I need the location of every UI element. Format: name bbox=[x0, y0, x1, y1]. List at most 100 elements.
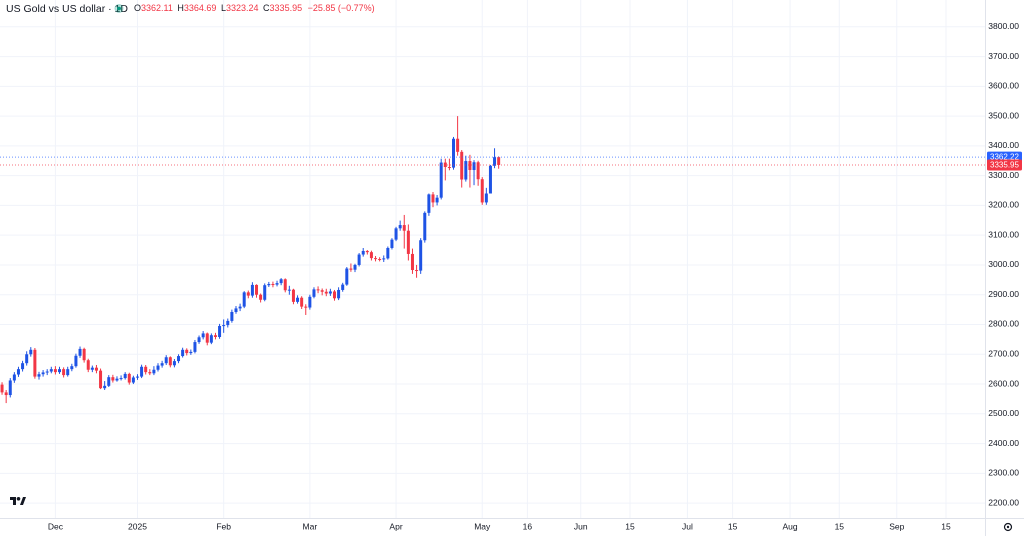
x-tick-label: Sep bbox=[889, 521, 904, 531]
candle-body bbox=[410, 253, 414, 271]
candle-body bbox=[279, 279, 283, 284]
candle-body bbox=[193, 342, 197, 352]
candle-body bbox=[300, 297, 304, 307]
candle-body bbox=[250, 284, 254, 296]
symbol-title[interactable]: US Gold vs US dollar · 1D bbox=[6, 3, 128, 15]
y-tick-label: 2600.00 bbox=[988, 378, 1019, 388]
candle-body bbox=[456, 138, 460, 152]
price-tag bbox=[987, 159, 1022, 171]
x-tick-label: Jun bbox=[574, 521, 588, 531]
candle-body bbox=[103, 385, 107, 389]
y-tick-label: 3500.00 bbox=[988, 110, 1019, 120]
candle-body bbox=[390, 239, 394, 248]
candle-body bbox=[341, 284, 345, 290]
candle-body bbox=[144, 366, 148, 373]
candle-body bbox=[447, 167, 451, 169]
candle-body bbox=[439, 162, 443, 198]
candle-body bbox=[111, 377, 115, 381]
settings-icon[interactable] bbox=[1003, 522, 1013, 532]
candle-body bbox=[316, 289, 320, 291]
candle-body bbox=[66, 369, 70, 376]
x-tick-label: Apr bbox=[389, 521, 402, 531]
candle-body bbox=[21, 363, 25, 370]
candle-body bbox=[209, 335, 213, 343]
candle-body bbox=[62, 369, 66, 376]
y-tick-label: 2200.00 bbox=[988, 497, 1019, 507]
candle-body bbox=[0, 384, 4, 393]
candle-body bbox=[205, 333, 209, 343]
legend-key: C bbox=[263, 3, 270, 13]
candle-body bbox=[131, 377, 135, 383]
candle-body bbox=[493, 157, 497, 166]
candle-body bbox=[332, 291, 336, 299]
candle-body bbox=[238, 306, 242, 309]
market-status-dot bbox=[117, 6, 121, 11]
candle-body bbox=[53, 369, 57, 373]
candle-body bbox=[29, 349, 33, 355]
y-tick-label: 2700.00 bbox=[988, 349, 1019, 359]
candle-body bbox=[472, 162, 476, 170]
legend-change: −25.85 (−0.77%) bbox=[308, 3, 375, 13]
candle-body bbox=[123, 373, 127, 379]
candle-body bbox=[90, 367, 94, 370]
candle-body bbox=[452, 138, 456, 168]
candle-body bbox=[222, 325, 226, 327]
candle-body bbox=[201, 333, 205, 338]
candle-body bbox=[185, 349, 189, 354]
gear-center bbox=[1006, 525, 1010, 529]
candle-body bbox=[468, 161, 472, 170]
candle-body bbox=[255, 284, 259, 295]
candle-body bbox=[480, 179, 484, 203]
candle-body bbox=[41, 372, 45, 375]
candle-body bbox=[476, 162, 480, 180]
logo-part bbox=[16, 497, 21, 501]
candle-body bbox=[415, 270, 419, 272]
legend-value: 3364.69 bbox=[184, 3, 217, 13]
axes: 2200.00 2300.00 2400.00 2500.00 2600.00 2700.… bbox=[48, 21, 1022, 531]
candle-body bbox=[275, 283, 279, 285]
grid bbox=[0, 0, 985, 518]
legend-value: 3362.11 bbox=[141, 3, 173, 13]
x-tick-label: 15 bbox=[728, 521, 738, 531]
x-tick-label: Jul bbox=[682, 521, 693, 531]
candle-body bbox=[115, 378, 119, 381]
tradingview-logo[interactable] bbox=[10, 497, 26, 505]
candle-body bbox=[267, 284, 271, 286]
candle-body bbox=[374, 258, 378, 260]
ohlc-legend: O3362.11 H3364.69 L3323.24 C3335.95 −25.… bbox=[134, 3, 375, 13]
candle-body bbox=[308, 296, 312, 308]
x-tick-label: 16 bbox=[523, 521, 533, 531]
candle-body bbox=[189, 351, 193, 354]
legend-key: L bbox=[221, 3, 226, 13]
candle-body bbox=[148, 372, 152, 374]
candle-body bbox=[443, 162, 447, 168]
candle-body bbox=[271, 284, 275, 286]
candle-body bbox=[423, 212, 427, 241]
candle-body bbox=[172, 361, 176, 366]
candle-body bbox=[213, 335, 217, 337]
candle-body bbox=[230, 311, 234, 321]
candle-body bbox=[177, 356, 181, 362]
candle-body bbox=[58, 369, 62, 373]
candle-body bbox=[37, 374, 41, 377]
candle-body bbox=[382, 258, 386, 260]
candle-body bbox=[12, 374, 16, 381]
price-tag-label: 3362.22 bbox=[990, 153, 1019, 162]
candle-body bbox=[74, 355, 78, 367]
candle-body bbox=[361, 250, 365, 255]
y-tick-label: 3100.00 bbox=[988, 229, 1019, 239]
candle-body bbox=[378, 259, 382, 260]
gear bbox=[1003, 522, 1013, 532]
candle-body bbox=[353, 264, 357, 270]
candle-body bbox=[152, 369, 156, 374]
candle-body bbox=[337, 289, 341, 299]
candle-body bbox=[33, 349, 37, 377]
candle-body bbox=[345, 268, 349, 285]
candle-body bbox=[431, 194, 435, 203]
candle-body bbox=[394, 228, 398, 240]
logo-part bbox=[10, 497, 16, 505]
candle-body bbox=[70, 366, 74, 370]
candle-body bbox=[107, 377, 111, 386]
candle-body bbox=[181, 349, 185, 357]
candle-body bbox=[283, 279, 287, 291]
